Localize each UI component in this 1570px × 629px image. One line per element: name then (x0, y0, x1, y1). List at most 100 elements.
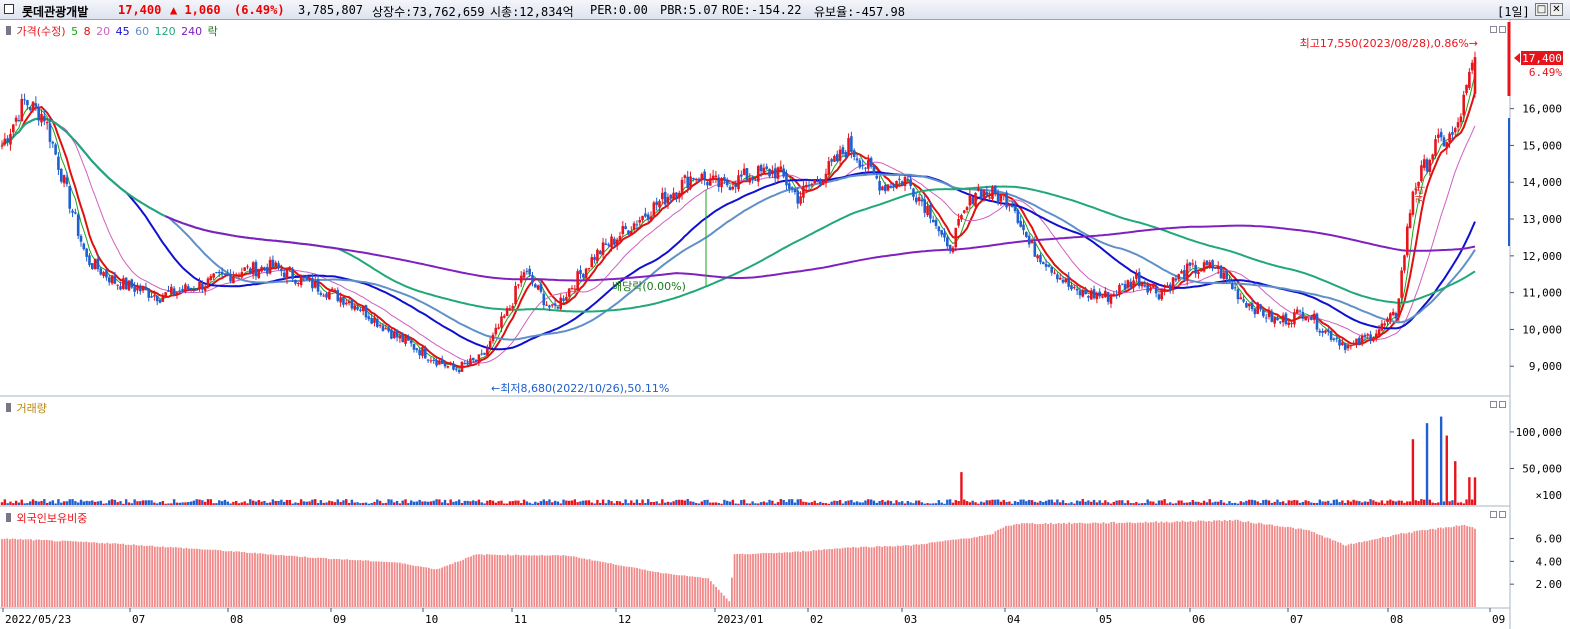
candle-body (82, 243, 86, 250)
foreign-bar (567, 556, 570, 607)
period-selector[interactable]: [1일] (1497, 5, 1530, 19)
foreign-bar (312, 557, 314, 607)
panel-minimize-icon[interactable] (1490, 511, 1497, 518)
foreign-bar (1181, 520, 1184, 607)
candle-body (421, 347, 424, 356)
candle-body (607, 244, 610, 246)
candle-body (1253, 308, 1257, 315)
foreign-bar (1429, 529, 1432, 607)
foreign-bar (27, 539, 30, 607)
candle-body (418, 349, 421, 356)
foreign-bar (1326, 537, 1329, 607)
foreign-bar (899, 546, 902, 607)
volume-bar (1473, 477, 1477, 505)
legend-ma5[interactable]: 5 (71, 25, 79, 38)
foreign-bar (960, 538, 963, 607)
foreign-bar (630, 567, 633, 607)
volume-bar (1104, 500, 1107, 505)
panel-close-icon[interactable] (1499, 511, 1506, 518)
volume-bar (1217, 501, 1220, 505)
volume-bar (1372, 500, 1375, 505)
candle-body (373, 317, 376, 323)
volume-bar (785, 502, 788, 505)
panel-close-icon[interactable] (1499, 401, 1506, 408)
candle-body (161, 296, 165, 302)
volume-bar (751, 501, 754, 505)
volume-bar (534, 501, 537, 505)
candle-body (720, 177, 723, 188)
legend-foreign[interactable]: 외국인보유비중 (16, 512, 88, 525)
foreign-bar (525, 555, 528, 607)
foreign-bar (554, 555, 557, 607)
candle-body (581, 274, 585, 278)
legend-ma120[interactable]: 120 (154, 25, 176, 38)
foreign-bar (1097, 523, 1100, 607)
panel-minimize-icon[interactable] (1490, 401, 1497, 408)
candle-body (469, 358, 472, 366)
foreign-bar (865, 546, 868, 607)
panel-close-icon[interactable] (1499, 26, 1506, 33)
volume-bar (807, 502, 811, 505)
minimize-button[interactable]: □ (1535, 3, 1548, 16)
volume-bar (96, 501, 100, 505)
volume-bar (1273, 501, 1276, 505)
foreign-bar (1318, 534, 1321, 607)
foreign-bar (1115, 523, 1118, 607)
foreign-bar (1105, 523, 1107, 607)
close-button[interactable]: ✕ (1550, 3, 1563, 16)
volume-bar (71, 499, 74, 505)
foreign-bar (1070, 523, 1073, 607)
foreign-bar (114, 543, 117, 607)
foreign-bar (343, 559, 346, 607)
legend-ex[interactable]: 락 (207, 25, 218, 38)
volume-bar (762, 501, 766, 505)
candle-body (217, 271, 221, 274)
legend-volume[interactable]: 거래량 (16, 402, 47, 415)
foreign-bar (715, 586, 718, 607)
foreign-bar (1252, 523, 1255, 607)
candle-body (875, 175, 879, 179)
foreign-bar (45, 539, 48, 607)
foreign-bar (43, 540, 46, 607)
candle-body (1050, 266, 1054, 273)
legend-ma240[interactable]: 240 (181, 25, 203, 38)
candle-body (937, 226, 941, 232)
candle-body (655, 201, 658, 206)
candle-body (189, 287, 193, 289)
foreign-bar (1408, 532, 1411, 607)
foreign-bar (781, 552, 783, 607)
volume-bar (621, 503, 625, 505)
panel-minimize-icon[interactable] (1490, 26, 1497, 33)
candle-body (452, 363, 455, 370)
legend-ma60[interactable]: 60 (135, 25, 150, 38)
foreign-bar (496, 554, 499, 607)
legend-ma8[interactable]: 8 (83, 25, 91, 38)
volume-bar (850, 499, 853, 505)
legend-ma20[interactable]: 20 (96, 25, 111, 38)
volume-bar (979, 501, 983, 505)
candle-body (1163, 289, 1166, 292)
candle-body (565, 296, 568, 301)
volume-bar (796, 499, 799, 505)
volume-bar (1129, 503, 1132, 505)
legend-price[interactable]: 가격(수정) (16, 25, 66, 38)
volume-bar (821, 502, 825, 505)
select-checkbox[interactable] (4, 4, 14, 14)
foreign-bar (609, 563, 612, 607)
legend-ma45[interactable]: 45 (115, 25, 130, 38)
volume-bar (1138, 503, 1141, 505)
volume-bar (1420, 499, 1423, 505)
volume-bar (991, 499, 994, 505)
foreign-bar (219, 550, 222, 607)
foreign-bar (939, 541, 941, 607)
volume-bar (260, 501, 263, 505)
foreign-bar (507, 554, 509, 607)
candle-body (951, 247, 955, 253)
foreign-bar (565, 555, 567, 607)
candle-body (1194, 264, 1197, 274)
candle-body (263, 267, 266, 269)
foreign-bar (246, 552, 248, 607)
foreign-bar (688, 576, 691, 607)
foreign-bar (933, 542, 936, 607)
